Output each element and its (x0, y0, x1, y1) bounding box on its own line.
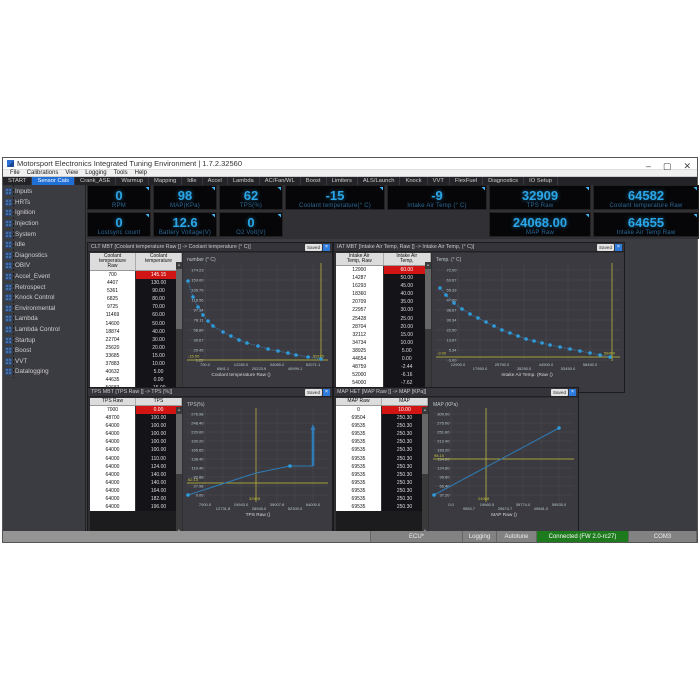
svg-text:22.00: 22.00 (446, 328, 457, 333)
svg-text:49681.0: 49681.0 (534, 506, 549, 511)
svg-text:34065.2: 34065.2 (270, 362, 285, 367)
svg-text:183.20: 183.20 (437, 448, 450, 453)
svg-text:95.60: 95.60 (439, 475, 450, 480)
svg-text:44500.0: 44500.0 (539, 362, 554, 367)
svg-text:98.10: 98.10 (434, 453, 445, 458)
svg-text:12282.0: 12282.0 (234, 362, 249, 367)
svg-text:40999.1: 40999.1 (288, 366, 303, 371)
svg-text:32909: 32909 (249, 496, 261, 501)
svg-text:6561.1: 6561.1 (217, 366, 230, 371)
svg-text:27.98: 27.98 (193, 484, 204, 489)
svg-text:47.00: 47.00 (446, 298, 457, 303)
svg-text:TPS Raw (): TPS Raw () (246, 512, 271, 518)
svg-text:20223.9: 20223.9 (252, 366, 267, 371)
svg-text:72.00: 72.00 (446, 268, 457, 273)
svg-text:64000.0: 64000.0 (306, 502, 321, 507)
svg-text:212.40: 212.40 (437, 439, 450, 444)
svg-text:190.20: 190.20 (191, 439, 204, 444)
svg-text:52071.1: 52071.1 (306, 362, 321, 367)
svg-text:37.20: 37.20 (439, 493, 450, 498)
svg-text:Intake Air Temp. (Raw (): Intake Air Temp. (Raw () (501, 372, 553, 378)
svg-text:28945.0: 28945.0 (252, 506, 267, 511)
svg-text:TPS(%): TPS(%) (187, 402, 205, 408)
svg-text:135.79: 135.79 (191, 288, 204, 293)
svg-text:58450.0: 58450.0 (583, 362, 598, 367)
svg-text:159.00: 159.00 (191, 278, 204, 283)
svg-text:9553.7: 9553.7 (463, 506, 476, 511)
svg-text:124.80: 124.80 (437, 466, 450, 471)
svg-text:138.40: 138.40 (191, 457, 204, 462)
svg-text:38.67: 38.67 (446, 308, 457, 313)
svg-text:66.40: 66.40 (439, 484, 450, 489)
svg-text:59535.0: 59535.0 (552, 502, 567, 507)
svg-text:19943.0: 19943.0 (234, 502, 249, 507)
svg-text:220.00: 220.00 (191, 430, 204, 435)
svg-text:-15.00: -15.00 (188, 354, 200, 359)
svg-text:165.65: 165.65 (191, 448, 204, 453)
svg-text:700.0: 700.0 (200, 362, 211, 367)
svg-text:29674.7: 29674.7 (498, 506, 513, 511)
svg-text:number (° C): number (° C) (187, 257, 216, 263)
svg-text:300.00: 300.00 (437, 412, 450, 417)
svg-text:276.98: 276.98 (191, 412, 204, 417)
svg-text:19660.5: 19660.5 (480, 502, 495, 507)
svg-text:53450.0: 53450.0 (561, 366, 576, 371)
svg-text:63.67: 63.67 (446, 278, 457, 283)
svg-text:MAP (KPa): MAP (KPa) (433, 402, 458, 408)
svg-text:12900.0: 12900.0 (451, 362, 466, 367)
svg-text:-3.00: -3.00 (437, 351, 447, 356)
svg-text:39.67: 39.67 (193, 338, 204, 343)
svg-text:35250.0: 35250.0 (517, 366, 532, 371)
svg-text:20.45: 20.45 (193, 348, 204, 353)
svg-text:5.34: 5.34 (449, 348, 458, 353)
svg-text:12731.8: 12731.8 (216, 506, 231, 511)
svg-text:7000.0: 7000.0 (199, 502, 212, 507)
svg-text:275.00: 275.00 (437, 421, 450, 426)
svg-text:0.0: 0.0 (448, 502, 454, 507)
svg-text:39774.0: 39774.0 (516, 502, 531, 507)
svg-text:52300.0: 52300.0 (288, 506, 303, 511)
svg-text:39007.8: 39007.8 (270, 502, 285, 507)
svg-text:78.11: 78.11 (194, 318, 204, 323)
svg-text:24068: 24068 (478, 496, 490, 501)
svg-text:13.67: 13.67 (446, 338, 457, 343)
svg-text:62.13: 62.13 (188, 477, 199, 482)
svg-text:MAP Raw (): MAP Raw () (491, 512, 517, 518)
svg-text:25750.0: 25750.0 (495, 362, 510, 367)
svg-text:Coolant temperature Raw (): Coolant temperature Raw () (211, 372, 271, 378)
svg-text:55.33: 55.33 (446, 288, 457, 293)
svg-text:17950.0: 17950.0 (473, 366, 488, 371)
svg-text:Temp. (° C): Temp. (° C) (436, 257, 462, 263)
svg-text:0.00: 0.00 (196, 493, 205, 498)
svg-text:251.60: 251.60 (437, 430, 450, 435)
svg-text:58.89: 58.89 (193, 328, 204, 333)
svg-text:110.40: 110.40 (192, 466, 205, 471)
svg-text:30.34: 30.34 (446, 318, 457, 323)
svg-text:58450: 58450 (604, 351, 616, 356)
svg-text:174.23: 174.23 (191, 268, 204, 273)
svg-text:248.40: 248.40 (191, 421, 204, 426)
